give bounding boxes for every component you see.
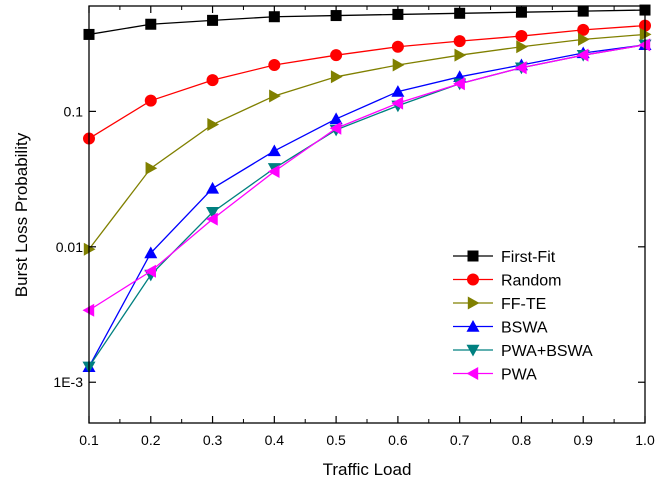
- data-point: [330, 10, 342, 22]
- legend-marker: [466, 344, 480, 357]
- legend-item: First-Fit: [453, 249, 556, 266]
- series-line: [88, 24, 646, 140]
- data-point: [145, 161, 158, 175]
- data-point: [638, 38, 651, 52]
- x-tick-label: 0.9: [573, 432, 593, 448]
- data-point: [207, 14, 219, 26]
- x-axis-title: Traffic Load: [323, 460, 412, 479]
- x-tick-label: 0.6: [388, 432, 408, 448]
- x-tick-label: 0.5: [326, 432, 346, 448]
- data-point: [577, 23, 590, 36]
- data-point: [206, 207, 220, 219]
- legend-marker: [466, 367, 479, 380]
- data-point: [454, 7, 466, 19]
- data-point: [391, 40, 404, 53]
- data-point: [206, 212, 218, 226]
- legend-marker: [467, 296, 480, 310]
- legend-label: PWA+BSWA: [501, 343, 593, 360]
- data-point: [516, 40, 528, 54]
- plot-frame: [88, 5, 646, 424]
- x-tick-label: 0.7: [450, 432, 470, 448]
- legend-label: PWA: [501, 367, 537, 384]
- data-point: [144, 94, 157, 107]
- x-tick-label: 0.3: [203, 432, 223, 448]
- data-point: [514, 61, 527, 75]
- data-point: [330, 70, 343, 84]
- plot-series-layer: [82, 4, 652, 374]
- x-tick-label: 0.8: [512, 432, 532, 448]
- data-point: [144, 246, 158, 259]
- data-point: [391, 96, 404, 110]
- y-axis-title: Burst Loss Probability: [12, 132, 31, 297]
- data-point: [453, 77, 465, 91]
- data-point: [207, 118, 220, 132]
- data-point: [454, 48, 467, 62]
- data-point: [392, 58, 405, 72]
- data-point: [268, 11, 280, 23]
- data-point: [576, 48, 589, 62]
- legend: First-Fit Random FF-TE BSWA PWA+BSWA PWA: [453, 249, 593, 384]
- data-point: [144, 264, 156, 278]
- x-tick-label: 0.1: [79, 432, 99, 448]
- series-pwa-bswa: [82, 39, 652, 374]
- data-point: [392, 8, 404, 20]
- legend-item: Random: [453, 273, 561, 290]
- legend-label: FF-TE: [501, 296, 546, 313]
- y-tick-label: 0.01: [56, 239, 83, 255]
- series-line: [88, 44, 646, 368]
- legend-label: First-Fit: [501, 249, 556, 266]
- legend-item: BSWA: [453, 320, 548, 337]
- y-tick-label: 1E-3: [53, 374, 83, 390]
- data-point: [391, 85, 405, 97]
- data-point: [206, 181, 220, 194]
- series-line: [88, 33, 646, 250]
- data-point: [515, 30, 528, 43]
- legend-marker: [466, 320, 480, 332]
- data-point: [329, 121, 342, 135]
- x-tick-label: 0.4: [265, 432, 285, 448]
- data-point: [267, 164, 280, 178]
- legend-label: BSWA: [501, 320, 548, 337]
- axis-ticks: 0.1 0.2 0.3 0.4 0.5 0.6 0.7 0.8 0.9 1.0 1E-3 0.01 0.…: [53, 6, 655, 448]
- data-point: [145, 18, 157, 30]
- series-bswa: [82, 38, 652, 373]
- legend-item: PWA: [453, 367, 537, 384]
- data-point: [639, 27, 652, 41]
- series-random: [83, 19, 651, 145]
- legend-marker: [467, 250, 479, 262]
- legend-marker: [467, 273, 479, 286]
- series-line: [88, 44, 646, 311]
- series-ff-te: [83, 27, 652, 256]
- y-tick-label: 0.1: [64, 103, 84, 119]
- x-tick-label: 1.0: [635, 432, 655, 448]
- x-tick-label: 0.2: [141, 432, 161, 448]
- data-point: [267, 144, 281, 157]
- data-point: [330, 49, 343, 62]
- data-point: [453, 35, 466, 48]
- series-line: [88, 9, 646, 36]
- series-pwa: [82, 38, 651, 317]
- legend-item: PWA+BSWA: [453, 343, 593, 360]
- data-point: [329, 112, 343, 125]
- data-point: [269, 89, 281, 103]
- data-point: [578, 32, 590, 46]
- legend-label: Random: [501, 273, 561, 290]
- legend-item: FF-TE: [453, 296, 546, 313]
- data-point: [268, 59, 281, 72]
- data-point: [206, 74, 219, 87]
